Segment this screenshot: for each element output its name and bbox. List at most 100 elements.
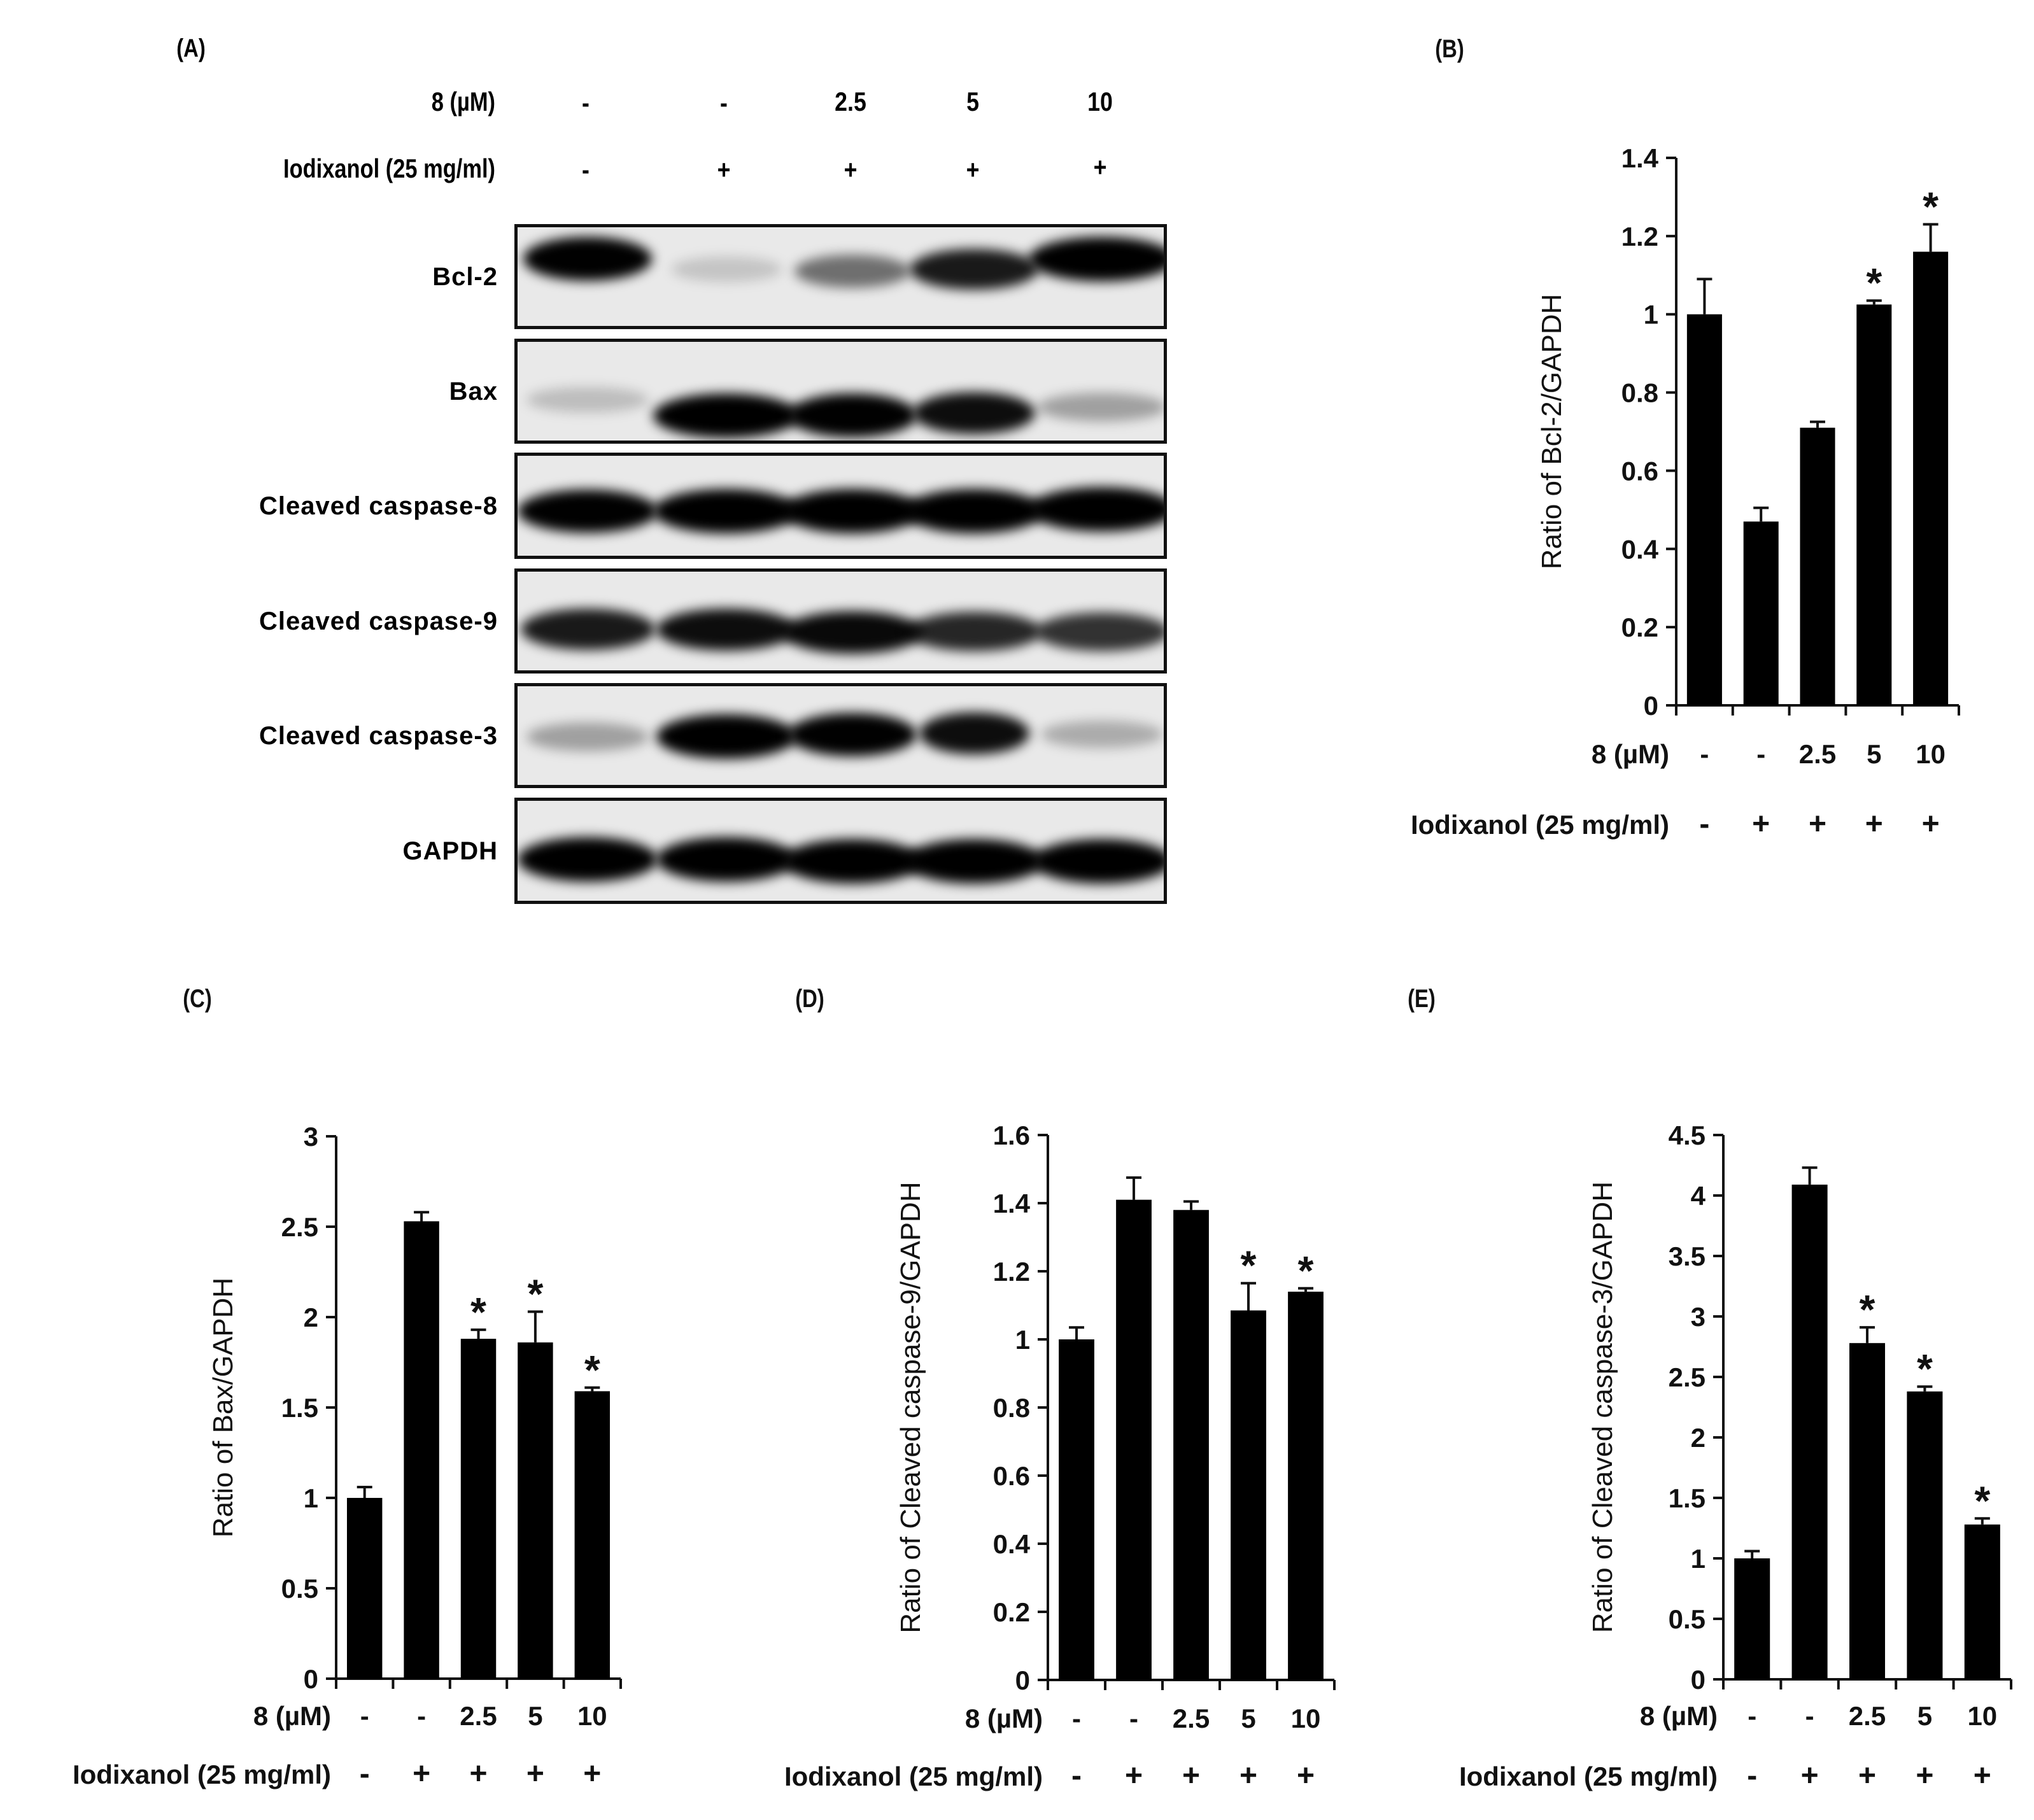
band: [1038, 392, 1164, 421]
band: [518, 489, 658, 533]
band: [782, 611, 923, 654]
band: [656, 836, 797, 882]
y-tick-label: 0: [304, 1664, 318, 1694]
y-tick-label: 2: [304, 1302, 318, 1332]
y-tick-label: 0.5: [281, 1574, 318, 1604]
x-row1-label: 8 (µM): [1592, 739, 1669, 769]
x-row1-value: -: [1805, 1701, 1814, 1731]
x-row1-value: -: [1129, 1704, 1138, 1733]
y-axis-label: Ratio of Bcl-2/GAPDH: [1536, 294, 1567, 570]
significance-marker: *: [1866, 260, 1882, 306]
bar: [1856, 304, 1892, 705]
blot-label-gapdh: GAPDH: [402, 836, 498, 865]
y-tick-label: 3.5: [1669, 1241, 1706, 1271]
bar: [1734, 1558, 1770, 1679]
y-tick-label: 1: [1015, 1325, 1030, 1355]
iodixanol-lane-5: +: [1093, 152, 1107, 182]
panel-label: (D): [795, 984, 824, 1013]
y-tick-label: 4: [1691, 1181, 1706, 1211]
y-tick-label: 0.6: [993, 1461, 1030, 1491]
y-tick-label: 0: [1691, 1665, 1706, 1695]
band: [782, 488, 923, 533]
x-row1-value: -: [1072, 1704, 1081, 1733]
significance-marker: *: [584, 1347, 600, 1393]
blot-strip-bax: [514, 339, 1167, 444]
significance-marker: *: [470, 1289, 486, 1335]
y-tick-label: 1: [304, 1483, 318, 1513]
blot-label-cleaved-caspase-3: Cleaved caspase-3: [258, 721, 498, 750]
x-row2-value: +: [413, 1757, 430, 1791]
y-axis-label: Ratio of Cleaved caspase-3/GAPDH: [1587, 1182, 1618, 1633]
x-row2-value: +: [1801, 1759, 1819, 1793]
blot-strip-bcl-2: [514, 224, 1167, 329]
band: [671, 257, 782, 282]
band: [526, 722, 649, 751]
x-row2-value: +: [1922, 807, 1940, 841]
significance-marker: *: [1298, 1248, 1314, 1294]
bar: [1059, 1339, 1094, 1680]
iodixanol-lane-3: +: [844, 155, 858, 185]
x-row2-value: -: [360, 1757, 370, 1791]
x-row1-value: 10: [1916, 739, 1946, 769]
blot-strip-cleaved-caspase-8: [514, 453, 1167, 559]
x-row2-label: Iodixanol (25 mg/ml): [1411, 810, 1669, 840]
x-row1-value: 5: [1867, 739, 1881, 769]
y-tick-label: 0.4: [993, 1529, 1031, 1559]
x-row1-value: 2.5: [1799, 739, 1836, 769]
y-tick-label: 1.2: [993, 1257, 1030, 1287]
y-tick-label: 0.8: [1621, 378, 1658, 408]
compound-row-label: 8 (µM): [431, 87, 495, 116]
x-row2-value: +: [1916, 1759, 1933, 1793]
significance-marker: *: [1974, 1478, 1990, 1523]
x-row1-value: -: [360, 1701, 369, 1731]
bar: [1791, 1184, 1828, 1679]
iodixanol-lane-2: +: [717, 155, 731, 185]
y-tick-label: 1.4: [993, 1189, 1031, 1218]
blot-label-bcl-2: Bcl-2: [432, 262, 498, 291]
significance-marker: *: [1241, 1243, 1257, 1288]
band: [653, 488, 800, 533]
x-row1-value: 2.5: [460, 1701, 497, 1731]
x-row1-value: 5: [1917, 1701, 1932, 1731]
y-tick-label: 0.5: [1669, 1604, 1706, 1634]
y-tick-label: 3: [304, 1122, 318, 1152]
y-tick-label: 0: [1644, 691, 1658, 721]
band: [656, 608, 797, 651]
bar: [1173, 1210, 1209, 1680]
y-axis-label: Ratio of Bax/GAPDH: [208, 1278, 239, 1537]
iodixanol-lane-4: +: [966, 155, 980, 185]
y-tick-label: 0.2: [1621, 612, 1658, 642]
x-row1-label: 8 (µM): [253, 1701, 331, 1731]
bar: [1743, 521, 1779, 705]
x-row1-value: 10: [1967, 1701, 1997, 1731]
band: [788, 712, 917, 756]
x-row1-value: 5: [528, 1701, 542, 1731]
y-tick-label: 1.2: [1621, 222, 1658, 251]
x-row2-value: -: [1071, 1759, 1082, 1793]
panel-label: (B): [1435, 34, 1464, 63]
y-tick-label: 2: [1691, 1423, 1706, 1453]
y-tick-label: 0.8: [993, 1393, 1030, 1423]
band: [1035, 612, 1164, 651]
band: [1029, 236, 1164, 281]
x-row1-value: -: [1700, 739, 1709, 769]
bar: [346, 1498, 383, 1679]
x-row1-value: 10: [577, 1701, 607, 1731]
x-row2-label: Iodixanol (25 mg/ml): [73, 1760, 331, 1789]
x-row2-label: Iodixanol (25 mg/ml): [1459, 1761, 1718, 1791]
y-axis-label: Ratio of Cleaved caspase-9/GAPDH: [895, 1182, 926, 1633]
compound-lane-1: -: [582, 88, 590, 118]
compound-lane-3: 2.5: [835, 87, 866, 116]
band: [903, 488, 1045, 533]
band: [919, 712, 1029, 755]
blot-strip-cleaved-caspase-3: [514, 683, 1167, 788]
band: [788, 393, 917, 437]
band: [1029, 486, 1164, 532]
bar: [1913, 251, 1949, 705]
x-row2-value: -: [1699, 807, 1709, 841]
y-tick-label: 1.5: [1669, 1483, 1706, 1513]
significance-marker: *: [1860, 1287, 1875, 1332]
y-tick-label: 1.6: [993, 1120, 1030, 1150]
significance-marker: *: [1917, 1346, 1933, 1392]
x-row1-value: 2.5: [1173, 1704, 1210, 1733]
